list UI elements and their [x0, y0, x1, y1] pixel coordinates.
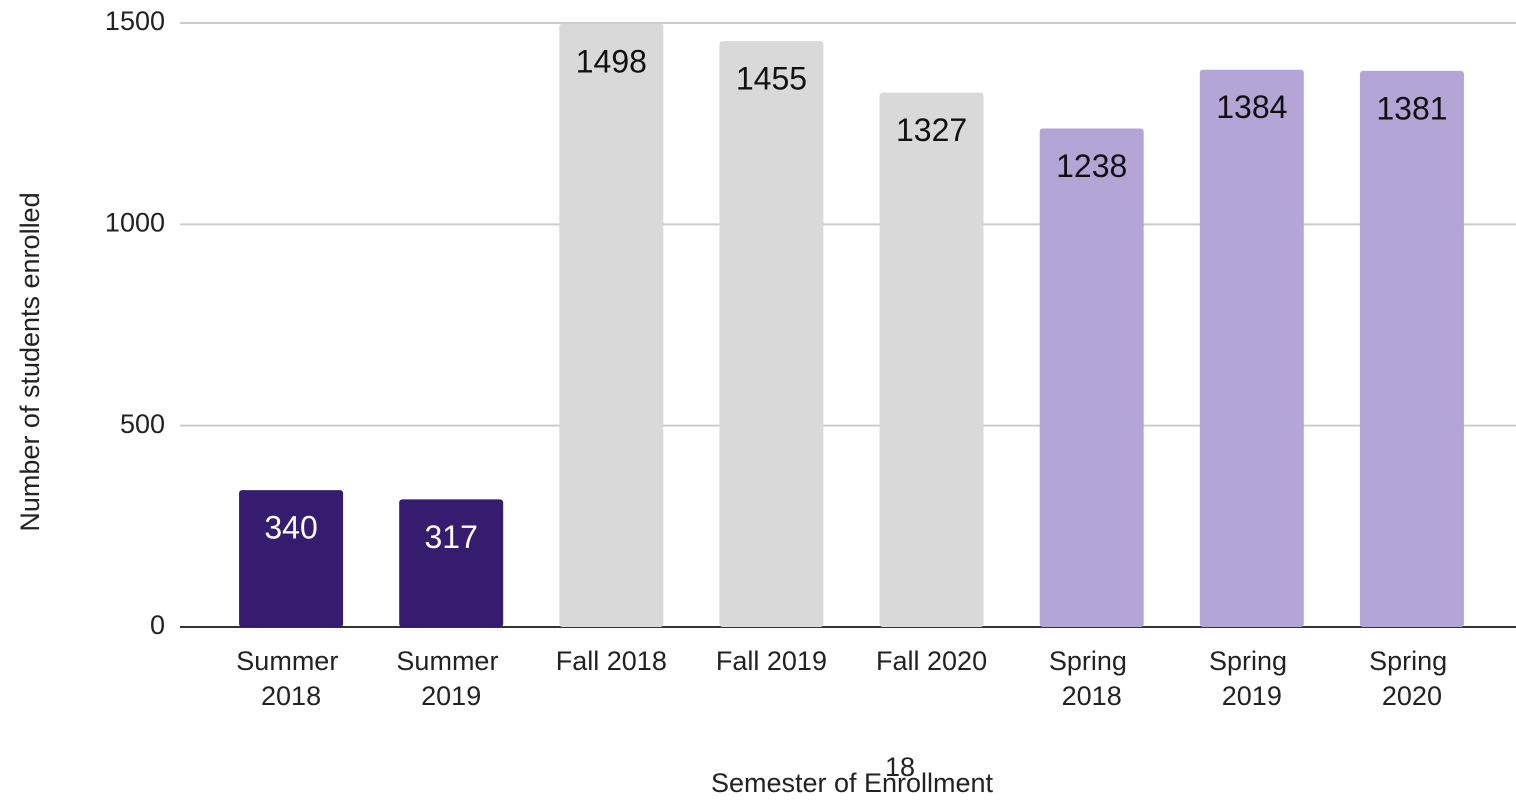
- bar: [1039, 128, 1144, 628]
- bar: [559, 23, 664, 627]
- x-tick-label: Spring 2020: [1369, 646, 1455, 711]
- page-number: 18: [885, 752, 915, 782]
- data-label: 1381: [1376, 90, 1447, 126]
- x-tick-label: Spring 2018: [1049, 646, 1135, 711]
- data-label: 340: [264, 510, 317, 546]
- data-label: 1455: [736, 61, 807, 97]
- bar: [719, 41, 824, 628]
- x-tick-label: Fall 2019: [716, 646, 827, 676]
- y-axis-title: Number of students enrolled: [15, 192, 45, 531]
- data-label: 1238: [1056, 148, 1127, 184]
- x-tick-label: Summer 2018: [236, 646, 346, 711]
- x-tick-label: Summer 2019: [396, 646, 506, 711]
- y-tick-label: 1000: [105, 207, 165, 237]
- bar: [239, 490, 344, 627]
- data-label: 317: [424, 519, 477, 555]
- y-tick-label: 1500: [105, 6, 165, 36]
- data-label: 1498: [576, 43, 647, 79]
- y-tick-label: 0: [150, 610, 165, 640]
- x-tick-label: Spring 2019: [1209, 646, 1295, 711]
- data-label: 1384: [1216, 89, 1287, 125]
- bar: [1199, 69, 1304, 627]
- y-tick-label: 500: [120, 409, 165, 439]
- bar: [1359, 70, 1464, 627]
- bar: [879, 92, 984, 628]
- x-tick-label: Fall 2018: [556, 646, 667, 676]
- x-tick-label: Fall 2020: [876, 646, 987, 676]
- data-label: 1327: [896, 112, 967, 148]
- bar: [399, 499, 504, 627]
- x-axis-title: Semester of Enrollment: [711, 768, 994, 798]
